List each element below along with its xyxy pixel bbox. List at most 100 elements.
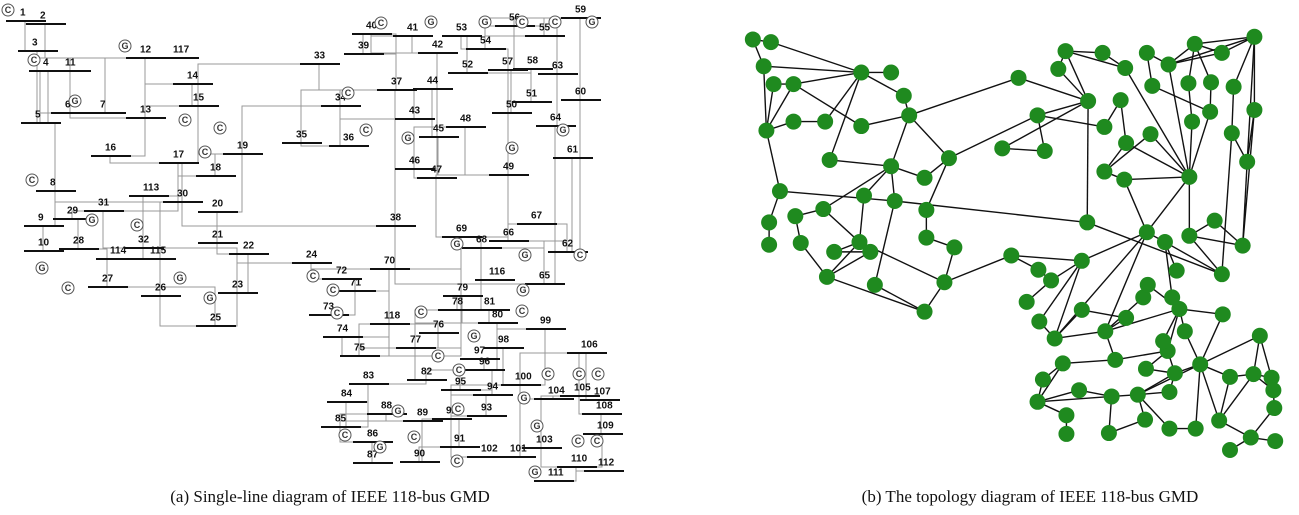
bus-label: 117 bbox=[173, 45, 190, 56]
bus-label: 32 bbox=[138, 235, 150, 246]
bus-label: 100 bbox=[515, 372, 532, 383]
symbol-letter: C bbox=[342, 430, 349, 440]
symbol-letter: G bbox=[531, 467, 538, 477]
node bbox=[1058, 43, 1074, 59]
edge bbox=[875, 201, 895, 285]
edge bbox=[1011, 255, 1081, 260]
bus-label: 112 bbox=[598, 458, 615, 469]
symbol-letter: G bbox=[88, 215, 95, 225]
node bbox=[1207, 213, 1223, 229]
bus-label: 11 bbox=[65, 58, 76, 69]
symbol-letter: C bbox=[545, 369, 552, 379]
node bbox=[867, 277, 883, 293]
bus-label: 67 bbox=[531, 211, 543, 222]
topology-edges bbox=[753, 37, 1275, 450]
wire bbox=[389, 237, 461, 269]
node bbox=[1266, 400, 1282, 416]
bus-label: 79 bbox=[457, 283, 469, 294]
node bbox=[1169, 263, 1185, 279]
bus-label: 10 bbox=[38, 238, 50, 249]
symbol-letter: C bbox=[418, 307, 425, 317]
node bbox=[917, 304, 933, 320]
node bbox=[1214, 266, 1230, 282]
node bbox=[1096, 164, 1112, 180]
node bbox=[853, 64, 869, 80]
bus-label: 82 bbox=[421, 367, 433, 378]
node bbox=[1192, 356, 1208, 372]
symbol-letter: G bbox=[519, 285, 526, 295]
node bbox=[815, 201, 831, 217]
node bbox=[817, 114, 833, 130]
node bbox=[1037, 143, 1053, 159]
bus-label: 20 bbox=[212, 199, 224, 210]
node bbox=[761, 214, 777, 230]
node bbox=[1246, 29, 1262, 45]
edge bbox=[830, 160, 891, 166]
node bbox=[1144, 78, 1160, 94]
node bbox=[901, 107, 917, 123]
edge bbox=[1169, 37, 1255, 65]
symbol-letter: G bbox=[38, 263, 45, 273]
node bbox=[1097, 323, 1113, 339]
node bbox=[1107, 352, 1123, 368]
bus-label: 16 bbox=[105, 143, 117, 154]
symbol-letter: G bbox=[404, 133, 411, 143]
edge bbox=[909, 78, 1018, 115]
bus-label: 28 bbox=[73, 236, 85, 247]
bus-label: 93 bbox=[481, 403, 493, 414]
node bbox=[756, 58, 772, 74]
bus-label: 50 bbox=[506, 100, 518, 111]
wire bbox=[340, 106, 414, 119]
bus-label: 46 bbox=[409, 156, 421, 167]
node bbox=[1187, 36, 1203, 52]
edge bbox=[1150, 134, 1189, 177]
edge bbox=[1189, 236, 1242, 246]
bus-label: 54 bbox=[480, 36, 492, 47]
wire bbox=[145, 58, 192, 84]
node bbox=[1139, 224, 1155, 240]
bus-label: 110 bbox=[571, 454, 588, 465]
bus-label: 33 bbox=[314, 51, 326, 62]
bus-label: 51 bbox=[526, 89, 538, 100]
bus-label: 36 bbox=[343, 133, 355, 144]
node bbox=[1074, 302, 1090, 318]
wire bbox=[242, 106, 340, 154]
symbol-letter: C bbox=[334, 308, 341, 318]
bus-label: 63 bbox=[552, 61, 564, 72]
symbol-letter: G bbox=[470, 331, 477, 341]
bus-label: 94 bbox=[487, 382, 499, 393]
bus-label: 5 bbox=[35, 110, 41, 121]
node bbox=[1246, 366, 1262, 382]
node bbox=[853, 118, 869, 134]
bus-label: 60 bbox=[575, 87, 587, 98]
node bbox=[786, 114, 802, 130]
symbol-letter: G bbox=[427, 17, 434, 27]
bus-label: 85 bbox=[335, 414, 347, 425]
bus-label: 47 bbox=[431, 165, 443, 176]
bus-label: 35 bbox=[296, 130, 308, 141]
bus-label: 118 bbox=[384, 311, 401, 322]
bus-label: 107 bbox=[594, 387, 611, 398]
node bbox=[1137, 412, 1153, 428]
figure: 1234567891011121314151617181920212223242… bbox=[0, 0, 1299, 515]
edge bbox=[1105, 309, 1179, 331]
symbol-letter: G bbox=[394, 406, 401, 416]
edge bbox=[766, 130, 780, 191]
caption-a: (a) Single-line diagram of IEEE 118-bus … bbox=[170, 487, 489, 506]
node bbox=[1118, 310, 1134, 326]
bus-label: 26 bbox=[155, 283, 167, 294]
symbol-letter: G bbox=[533, 421, 540, 431]
node bbox=[1138, 361, 1154, 377]
node bbox=[917, 170, 933, 186]
node bbox=[1239, 154, 1255, 170]
bus-label: 96 bbox=[479, 357, 491, 368]
node bbox=[1003, 247, 1019, 263]
bus-label: 55 bbox=[539, 23, 551, 34]
node bbox=[1118, 135, 1134, 151]
symbol-letter: C bbox=[330, 285, 337, 295]
node bbox=[946, 239, 962, 255]
node bbox=[772, 183, 788, 199]
bus-label: 9 bbox=[38, 213, 44, 224]
symbol-letter: C bbox=[378, 18, 385, 28]
node bbox=[1226, 79, 1242, 95]
